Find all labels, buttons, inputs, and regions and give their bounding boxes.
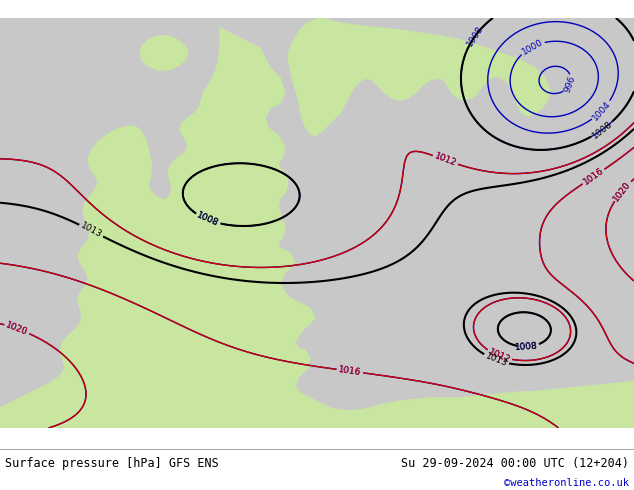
Text: 996: 996 <box>563 74 577 94</box>
Text: 1013: 1013 <box>79 221 103 240</box>
Text: 1016: 1016 <box>581 166 605 187</box>
Text: 1012: 1012 <box>433 152 458 168</box>
Text: Su 29-09-2024 00:00 UTC (12+204): Su 29-09-2024 00:00 UTC (12+204) <box>401 457 629 470</box>
Text: 1004: 1004 <box>591 99 612 122</box>
Text: 1016: 1016 <box>581 166 605 187</box>
Text: 1012: 1012 <box>487 347 512 365</box>
Text: 1008: 1008 <box>195 211 220 228</box>
Polygon shape <box>225 148 246 170</box>
Polygon shape <box>140 36 188 70</box>
Text: 1000: 1000 <box>520 37 545 57</box>
Text: 1013: 1013 <box>484 351 508 368</box>
Text: 1016: 1016 <box>338 365 362 377</box>
Text: 1008: 1008 <box>195 211 220 228</box>
Polygon shape <box>238 130 278 166</box>
Text: 1020: 1020 <box>612 179 633 203</box>
Text: 1008: 1008 <box>590 119 614 140</box>
Text: 1020: 1020 <box>4 320 29 337</box>
Text: Surface pressure [hPa] GFS ENS: Surface pressure [hPa] GFS ENS <box>5 457 219 470</box>
Polygon shape <box>0 28 634 428</box>
Text: 1008: 1008 <box>514 342 538 352</box>
Text: 1012: 1012 <box>433 152 458 168</box>
Text: 1008: 1008 <box>465 24 485 49</box>
Polygon shape <box>288 18 550 136</box>
Text: ©weatheronline.co.uk: ©weatheronline.co.uk <box>504 478 629 489</box>
Text: 1020: 1020 <box>612 179 633 203</box>
Text: 1016: 1016 <box>338 365 362 377</box>
Text: 1012: 1012 <box>487 347 512 365</box>
Text: 1008: 1008 <box>514 342 538 352</box>
Text: 1020: 1020 <box>4 320 29 337</box>
